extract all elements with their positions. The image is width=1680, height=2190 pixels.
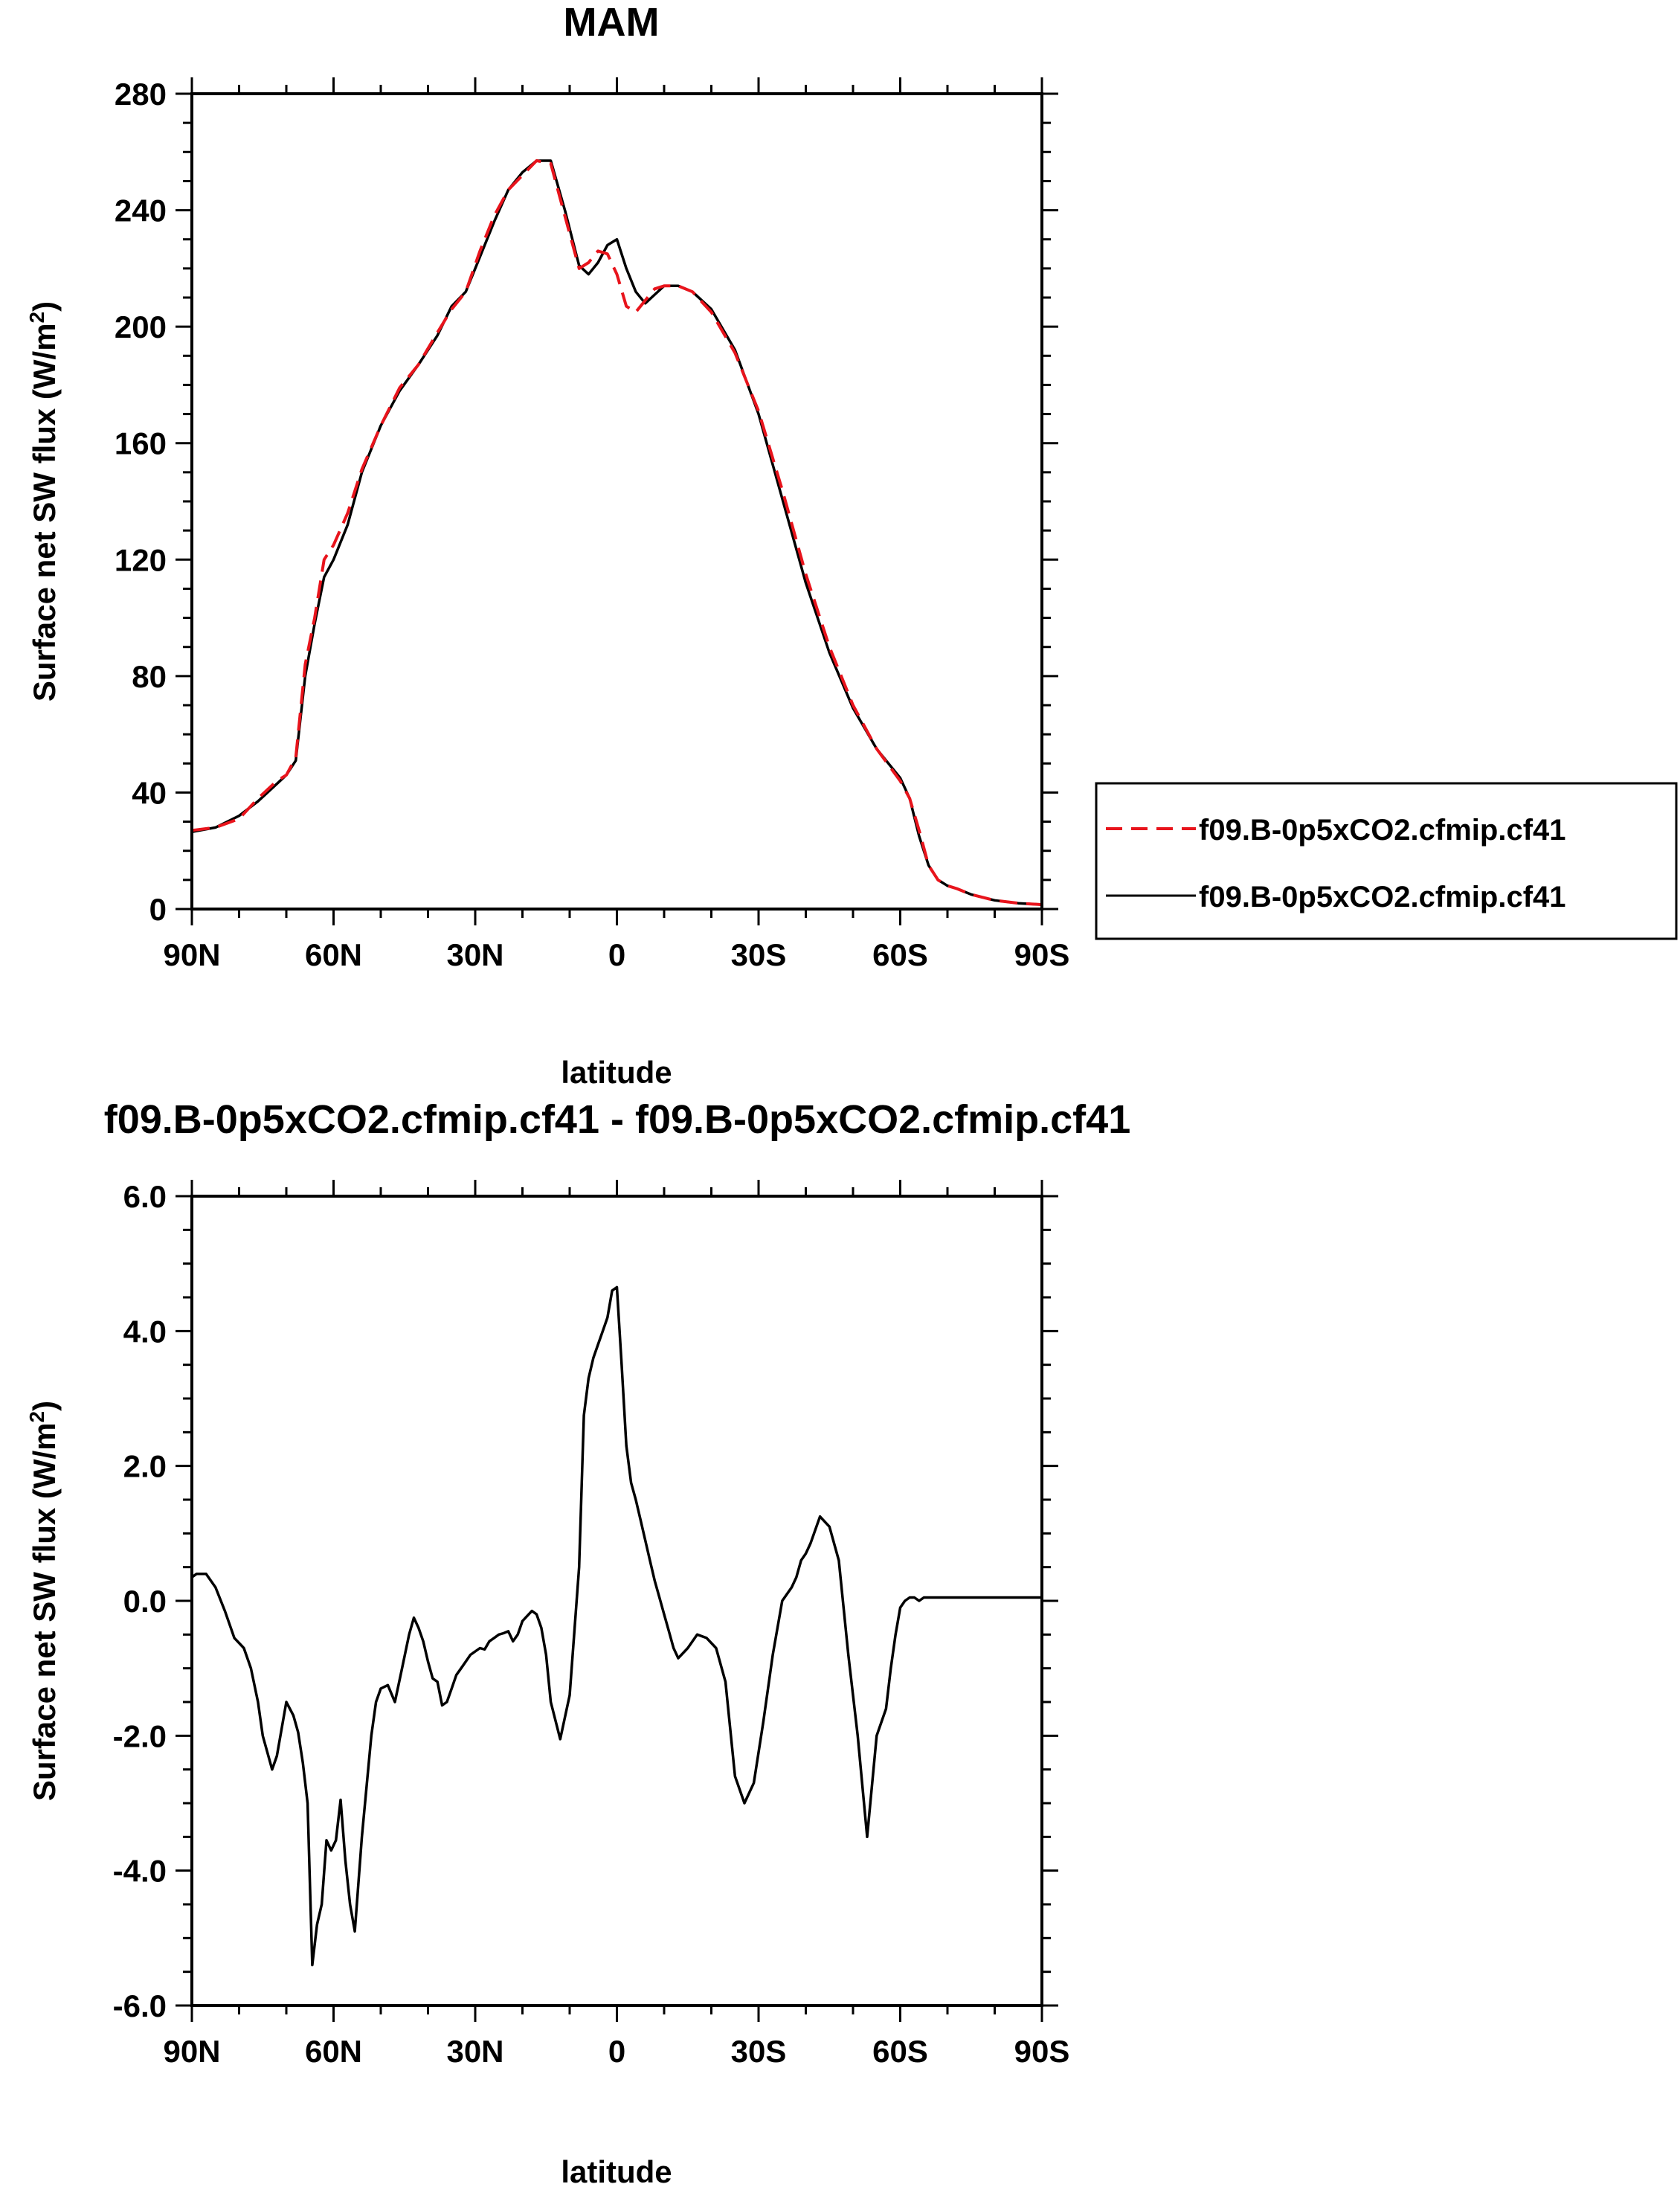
bottom-series-line-0 — [190, 1285, 1042, 1967]
top-series-line-0 — [191, 159, 1043, 907]
legend-label-0: f09.B-0p5xCO2.cfmip.cf41 — [1199, 814, 1566, 847]
bottom-x-tick-label: 0 — [608, 2034, 625, 2069]
chart-top-title: MAM — [564, 0, 660, 45]
bottom-x-tick-label: 60N — [305, 2034, 362, 2069]
chart-top-series-group — [191, 159, 1043, 907]
bottom-y-tick-label: 4.0 — [123, 1314, 167, 1349]
chart-bottom-plot-frame — [190, 1195, 1043, 2007]
top-y-tick-label: 160 — [115, 426, 167, 461]
chart-bottom-series-group — [190, 1285, 1042, 1967]
chart-top-axes — [176, 77, 1058, 925]
top-x-tick-label: 60N — [305, 937, 362, 972]
top-y-tick-label: 0 — [149, 892, 167, 927]
bottom-y-tick-label: 6.0 — [123, 1179, 167, 1214]
chart-top-legend: f09.B-0p5xCO2.cfmip.cf41 f09.B-0p5xCO2.c… — [1095, 782, 1678, 940]
chart-bottom-xlabel: latitude — [561, 2154, 672, 2189]
chart-top-ylabel: Surface net SW flux (W/m2) — [25, 301, 62, 701]
chart-top-plot-frame — [190, 92, 1043, 911]
top-y-tick-label: 40 — [132, 775, 167, 810]
bottom-x-tick-label: 90N — [163, 2034, 220, 2069]
top-x-tick-label: 60S — [872, 937, 928, 972]
top-x-tick-label: 30N — [446, 937, 503, 972]
top-y-tick-label: 80 — [132, 659, 167, 694]
top-x-tick-label: 90N — [163, 937, 220, 972]
bottom-y-tick-label: -2.0 — [113, 1718, 167, 1753]
top-x-tick-label: 90S — [1014, 937, 1070, 972]
top-x-tick-label: 30S — [731, 937, 787, 972]
chart-bottom-x-tick-labels: 90N 60N 30N 0 30S 60S 90S — [163, 2034, 1069, 2069]
chart-bottom-ylabel: Surface net SW flux (W/m2) — [25, 1401, 62, 1801]
bottom-x-tick-label: 30S — [731, 2034, 787, 2069]
top-y-tick-label: 280 — [115, 77, 167, 112]
chart-bottom: f09.B-0p5xCO2.cfmip.cf41 - f09.B-0p5xCO2… — [25, 1097, 1131, 2189]
bottom-x-tick-label: 60S — [872, 2034, 928, 2069]
top-y-tick-label: 120 — [115, 542, 167, 577]
chart-bottom-title: f09.B-0p5xCO2.cfmip.cf41 - f09.B-0p5xCO2… — [104, 1097, 1130, 1142]
chart-top-xlabel: latitude — [561, 1055, 672, 1090]
chart-top-x-tick-labels: 90N 60N 30N 0 30S 60S 90S — [163, 937, 1069, 972]
bottom-y-tick-label: -6.0 — [113, 1988, 167, 2023]
legend-box — [1095, 782, 1678, 940]
top-y-tick-label: 200 — [115, 309, 167, 344]
top-y-tick-label: 240 — [115, 193, 167, 228]
bottom-y-tick-label: 0.0 — [123, 1584, 167, 1619]
chart-top: MAM 90N 60N 30N 0 30S 60S 90S 0 40 80 120 160 200 24… — [25, 0, 1678, 1090]
bottom-x-tick-label: 30N — [446, 2034, 503, 2069]
top-x-tick-label: 0 — [608, 937, 625, 972]
legend-label-1: f09.B-0p5xCO2.cfmip.cf41 — [1199, 881, 1566, 913]
bottom-x-tick-label: 90S — [1014, 2034, 1070, 2069]
bottom-y-tick-label: -4.0 — [113, 1854, 167, 1889]
chart-bottom-y-tick-labels: 6.0 4.0 2.0 0.0 -2.0 -4.0 -6.0 — [113, 1179, 167, 2023]
chart-top-y-tick-labels: 0 40 80 120 160 200 240 280 — [115, 77, 167, 927]
bottom-y-tick-label: 2.0 — [123, 1449, 167, 1484]
